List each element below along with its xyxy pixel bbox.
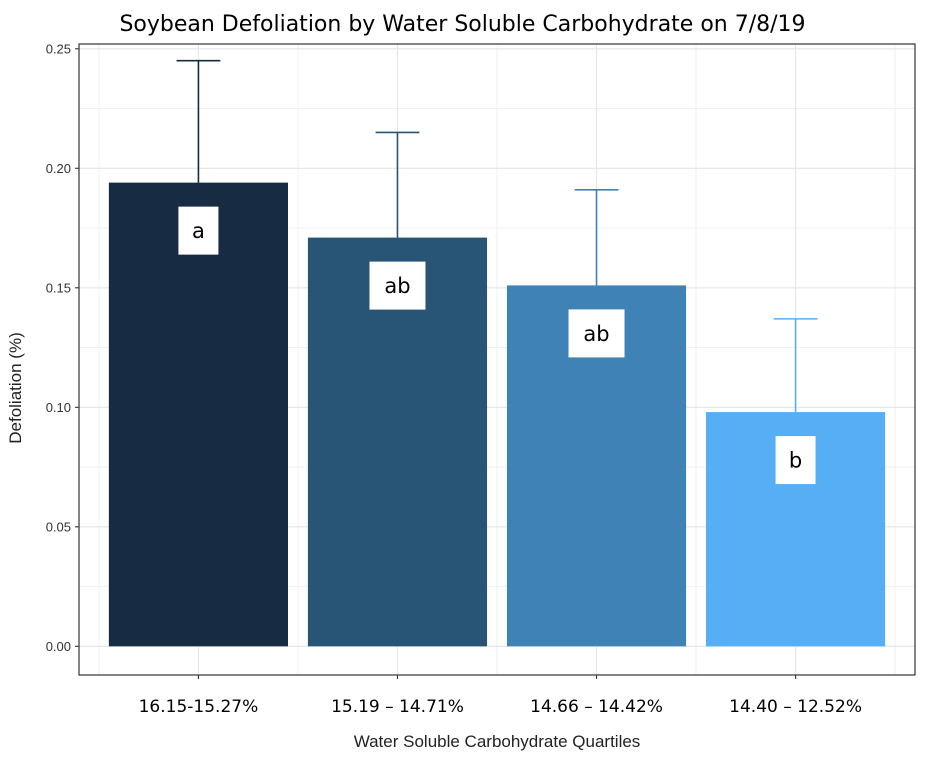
significance-label: ab (369, 261, 426, 310)
x-tick-label: 16.15-15.27% (139, 697, 259, 717)
significance-label: a (178, 206, 219, 255)
y-tick-label: 0.10 (46, 400, 71, 415)
significance-label: ab (568, 309, 625, 358)
plot-panel-border (78, 43, 916, 676)
significance-labels-group: a ab ab b (178, 206, 816, 485)
x-axis-title: Water Soluble Carbohydrate Quartiles (353, 732, 641, 751)
y-tick-label: 0.15 (46, 280, 71, 295)
y-axis: 0.00 0.05 0.10 0.15 0.20 0.25 (46, 41, 79, 654)
x-axis: 16.15-15.27% 15.19 – 14.71% 14.66 – 14.42%… (139, 675, 862, 717)
significance-label: b (775, 436, 816, 485)
significance-letter: b (789, 449, 802, 473)
significance-letter: a (192, 219, 205, 243)
significance-label-box (568, 309, 625, 358)
significance-letter: ab (583, 322, 609, 346)
y-tick-label: 0.20 (46, 161, 71, 176)
y-tick-label: 0.00 (46, 639, 71, 654)
significance-label-box (369, 261, 426, 310)
error-bars-group (176, 59, 818, 413)
significance-label-box (178, 206, 219, 255)
x-tick-label: 15.19 – 14.71% (331, 697, 464, 717)
chart-title: Soybean Defoliation by Water Soluble Car… (119, 12, 806, 37)
x-tick-label: 14.40 – 12.52% (729, 697, 862, 717)
significance-label-box (775, 436, 816, 485)
bar (108, 182, 288, 647)
x-tick-label: 14.66 – 14.42% (530, 697, 663, 717)
y-tick-label: 0.05 (46, 519, 71, 534)
y-axis-title: Defoliation (%) (6, 332, 25, 444)
significance-letter: ab (384, 274, 410, 298)
y-tick-label: 0.25 (46, 41, 71, 56)
